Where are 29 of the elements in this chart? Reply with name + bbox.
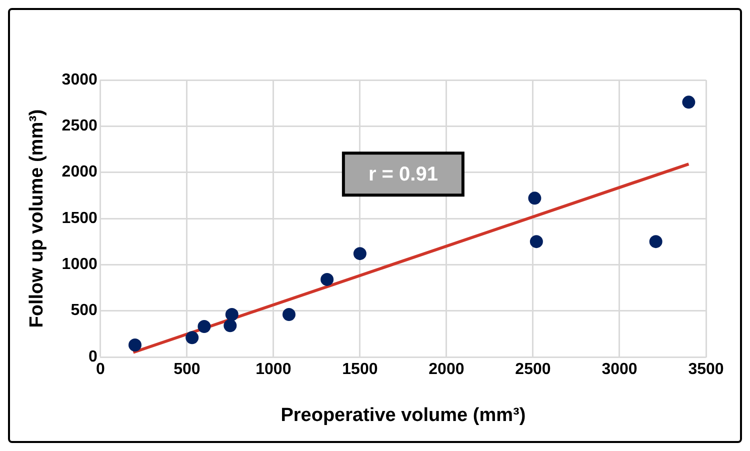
point: [186, 331, 199, 344]
y-tick-label: 1500: [62, 210, 98, 227]
point: [530, 235, 543, 248]
point: [128, 338, 142, 352]
point: [528, 192, 542, 205]
point: [353, 247, 366, 260]
y-tick-label: 2500: [62, 118, 98, 135]
x-tick-label: 500: [174, 361, 200, 378]
x-tick-label: 1000: [256, 361, 292, 378]
x-tick-label: 3500: [688, 361, 724, 378]
x-axis-title: Preoperative volume (mm³): [280, 404, 526, 426]
annotation: r = 0.91: [368, 164, 438, 186]
y-tick-label: 500: [70, 302, 98, 320]
point: [224, 319, 237, 332]
point: [320, 272, 334, 286]
y-tick-label: 3000: [62, 71, 98, 88]
x-tick-label: 2500: [515, 361, 551, 378]
x-tick-label: 3000: [602, 361, 638, 378]
x-tick-label: 2000: [428, 361, 464, 378]
point: [682, 96, 696, 109]
y-tick-label: 1000: [62, 256, 98, 274]
point: [282, 308, 296, 322]
y-tick-label: 0: [88, 348, 98, 366]
y-axis-title: Follow up volume (mm³): [26, 109, 48, 328]
point: [649, 235, 662, 248]
point: [225, 308, 238, 322]
y-tick-label: 2000: [62, 164, 98, 181]
point: [198, 320, 211, 334]
x-tick-label: 1500: [342, 361, 378, 378]
